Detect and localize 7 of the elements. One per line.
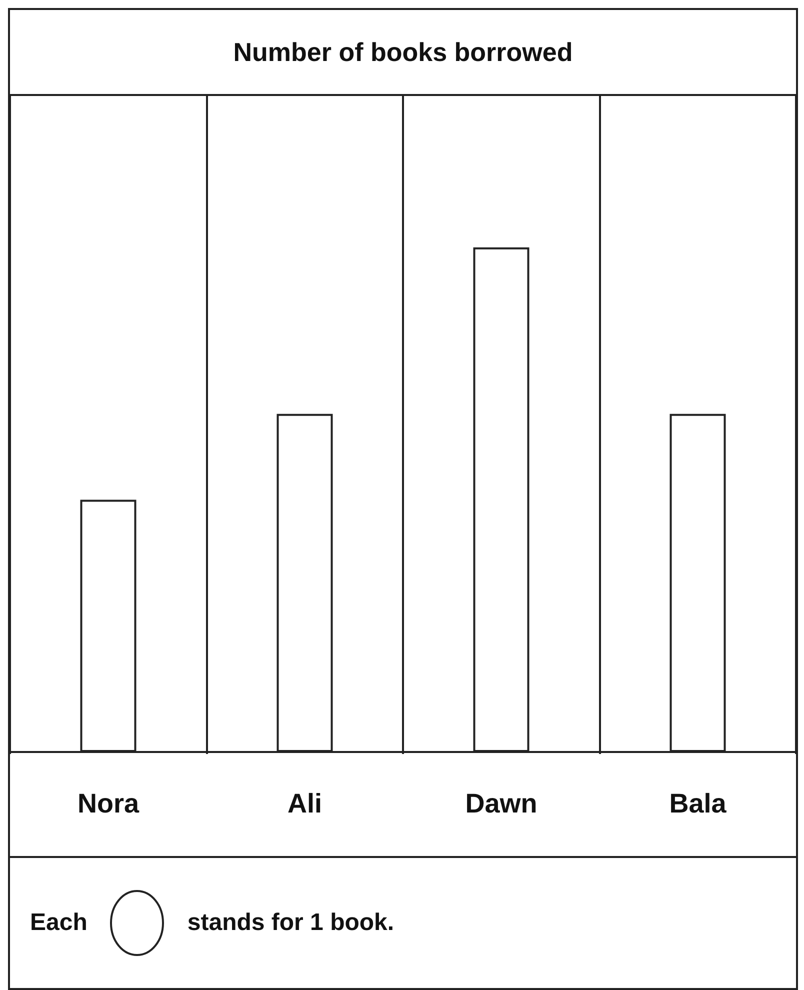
x-tick-label: Bala <box>669 788 728 818</box>
x-tick-label: Ali <box>287 788 322 818</box>
text: stands for 1 book. <box>187 909 394 937</box>
text: Each <box>30 909 88 937</box>
chart-title: Number of books borrowed <box>10 10 796 96</box>
x-tick-label: Nora <box>77 788 140 818</box>
x-tick-label: Dawn <box>465 788 538 818</box>
